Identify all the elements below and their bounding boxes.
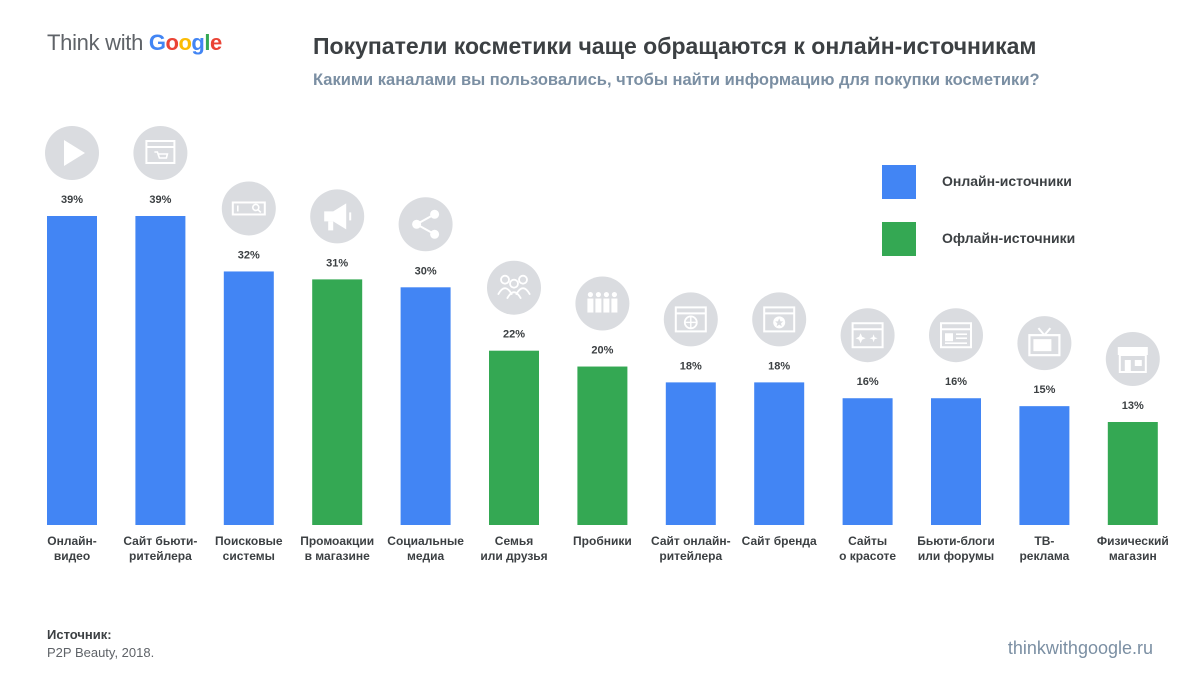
bar-2 (135, 216, 186, 525)
value-label-12: 15% (1033, 384, 1055, 396)
legend-label-online: Онлайн-источники (942, 173, 1072, 189)
legend-swatch-offline (882, 222, 916, 256)
category-label-8: Сайт онлайн-ритейлера (651, 534, 731, 563)
bar-3 (223, 271, 274, 525)
category-label-6: Семья или друзья (480, 534, 547, 563)
bar-8 (665, 382, 716, 525)
chart-subtitle: Какими каналами вы пользовались, чтобы н… (313, 71, 1040, 89)
people-icon (487, 260, 541, 315)
blog-icon (929, 308, 983, 363)
site-link[interactable]: thinkwithgoogle.ru (1007, 638, 1153, 658)
google-letter: o (178, 30, 192, 55)
value-label-1: 39% (61, 194, 83, 206)
google-letter: G (148, 30, 166, 55)
tv-icon (1017, 316, 1072, 371)
bar-12 (1019, 406, 1070, 525)
value-label-2: 39% (149, 194, 171, 206)
online-store-icon (663, 292, 718, 347)
bar-1 (47, 216, 97, 525)
bar-10 (842, 398, 893, 525)
bar-5 (400, 287, 451, 525)
category-label-2: Сайт бьюти-ритейлера (123, 534, 197, 563)
megaphone-icon (310, 189, 365, 244)
beauty-site-icon (840, 308, 895, 363)
value-label-5: 30% (415, 265, 437, 277)
bar-6 (489, 350, 539, 525)
value-label-11: 16% (945, 376, 967, 388)
shop-window-icon (133, 126, 188, 180)
legend-label-offline: Офлайн-источники (942, 230, 1076, 246)
value-label-4: 31% (326, 257, 348, 269)
share-icon (398, 197, 453, 252)
brand-logo: Think with Google (47, 30, 222, 56)
brand-site-icon (752, 292, 807, 347)
brand-prefix: Think with (47, 30, 149, 55)
value-label-3: 32% (238, 249, 260, 261)
legend-swatch-online (882, 165, 916, 199)
category-label-9: Сайт бренда (742, 534, 817, 548)
value-label-13: 13% (1122, 400, 1144, 412)
category-label-10: Сайты о красоте (839, 534, 896, 563)
category-label-12: ТВ-реклама (1019, 534, 1069, 563)
category-label-4: Промоакции в магазине (300, 534, 374, 563)
bar-4 (312, 279, 363, 525)
source-label: Источник: (47, 627, 112, 642)
value-label-6: 22% (503, 329, 525, 341)
category-label-7: Пробники (573, 534, 632, 548)
value-label-8: 18% (680, 360, 702, 372)
bar-9 (754, 382, 805, 525)
google-letter: g (191, 30, 205, 55)
chart-title: Покупатели косметики чаще обращаются к о… (313, 33, 1037, 59)
google-letter: e (209, 30, 222, 55)
google-wordmark: Google (149, 30, 222, 55)
google-letter: l (204, 30, 210, 55)
source-text: P2P Beauty, 2018. (47, 645, 155, 660)
store-icon (1105, 332, 1160, 386)
category-label-13: Физический магазин (1097, 534, 1169, 563)
value-label-10: 16% (857, 376, 879, 388)
google-letter: o (165, 30, 179, 55)
play-icon (45, 126, 99, 180)
samples-icon (575, 276, 630, 331)
value-label-7: 20% (591, 345, 613, 357)
value-label-9: 18% (768, 360, 790, 372)
category-label-3: Поисковые системы (215, 534, 283, 563)
bar-11 (931, 398, 981, 525)
bar-7 (577, 366, 628, 525)
search-bar-icon (221, 181, 276, 236)
bar-13 (1107, 422, 1158, 525)
category-label-11: Бьюти-блоги или форумы (917, 534, 994, 563)
legend-item-offline: Офлайн-источники (882, 222, 1182, 256)
category-label-5: Социальные медиа (387, 534, 464, 563)
category-label-1: Онлайн-видео (47, 534, 97, 563)
legend-item-online: Онлайн-источники (882, 165, 1182, 199)
